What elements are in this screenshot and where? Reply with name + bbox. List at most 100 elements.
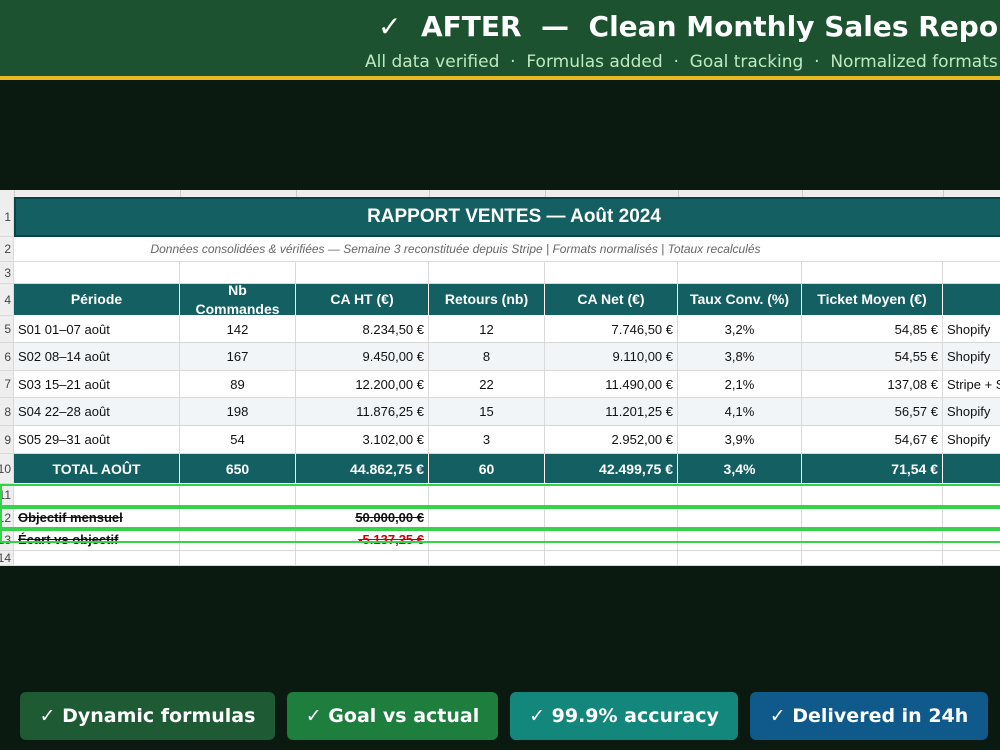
data-cell: S05 29–31 août	[14, 426, 180, 454]
value-cell: -5.137,25 €	[296, 529, 429, 551]
column-divider	[296, 190, 297, 197]
data-cell: 54,85 €	[802, 316, 943, 343]
data-cell: 2,1%	[678, 371, 802, 398]
row-number: 14	[0, 551, 14, 566]
data-cell: 7.746,50 €	[545, 316, 678, 343]
spreadsheet: 1234567891011121314RAPPORT VENTES — Août…	[0, 190, 1000, 566]
column-header: Retours (nb)	[429, 284, 545, 316]
cell	[296, 262, 429, 284]
header-title: ✓ AFTER — Clean Monthly Sales Report	[378, 10, 1000, 43]
badge: ✓ Goal vs actual	[287, 692, 498, 740]
data-cell: 3,2%	[678, 316, 802, 343]
data-cell: Shopify	[943, 398, 1000, 426]
data-cell: S04 22–28 août	[14, 398, 180, 426]
cell	[545, 529, 678, 551]
data-cell: 3,8%	[678, 343, 802, 371]
header: ✓ AFTER — Clean Monthly Sales Report All…	[0, 0, 1000, 80]
total-cell: 42.499,75 €	[545, 454, 678, 484]
data-cell: 3	[429, 426, 545, 454]
selection-outline	[0, 484, 1000, 507]
data-cell: 15	[429, 398, 545, 426]
column-divider	[678, 190, 679, 197]
column-header: Taux Conv. (%)	[678, 284, 802, 316]
selection-outline	[0, 529, 1000, 543]
cell	[545, 551, 678, 566]
badge: ✓ 99.9% accuracy	[510, 692, 738, 740]
data-cell: 3.102,00 €	[296, 426, 429, 454]
cell	[429, 529, 545, 551]
column-divider	[429, 190, 430, 197]
row-number: 8	[0, 398, 14, 426]
data-cell: 12	[429, 316, 545, 343]
header-subtitle: All data verified · Formulas added · Goa…	[365, 52, 998, 72]
total-cell: 650	[180, 454, 296, 484]
data-cell: 137,08 €	[802, 371, 943, 398]
column-divider	[802, 190, 803, 197]
data-cell: 4,1%	[678, 398, 802, 426]
cell	[429, 551, 545, 566]
cell	[296, 551, 429, 566]
sheet-title: RAPPORT VENTES — Août 2024	[14, 197, 1000, 237]
label-cell: Écart vs objectif	[14, 529, 180, 551]
column-header: Nb Commandes	[180, 284, 296, 316]
data-cell: 11.876,25 €	[296, 398, 429, 426]
data-cell: 56,57 €	[802, 398, 943, 426]
data-cell: 142	[180, 316, 296, 343]
cell	[180, 551, 296, 566]
data-cell: 54,55 €	[802, 343, 943, 371]
column-divider	[180, 190, 181, 197]
row-number: 1	[0, 197, 14, 237]
row-number: 5	[0, 316, 14, 343]
row-number: 13	[0, 529, 14, 551]
cell	[678, 529, 802, 551]
cell	[678, 262, 802, 284]
selection-outline	[0, 507, 1000, 529]
row-number: 10	[0, 454, 14, 484]
data-cell: 11.490,00 €	[545, 371, 678, 398]
cell	[429, 262, 545, 284]
column-divider	[545, 190, 546, 197]
cell	[14, 551, 180, 566]
column-header: CA Net (€)	[545, 284, 678, 316]
column-header: Période	[14, 284, 180, 316]
row-number: 7	[0, 371, 14, 398]
cell	[180, 529, 296, 551]
cell	[14, 262, 180, 284]
cell	[943, 262, 1000, 284]
data-cell: 198	[180, 398, 296, 426]
data-cell: 89	[180, 371, 296, 398]
cell	[678, 551, 802, 566]
cell	[943, 529, 1000, 551]
badge: ✓ Dynamic formulas	[20, 692, 275, 740]
column-header-strip	[0, 190, 1000, 197]
total-cell: 60	[429, 454, 545, 484]
data-cell: 54,67 €	[802, 426, 943, 454]
data-cell: 11.201,25 €	[545, 398, 678, 426]
data-cell: Shopify	[943, 343, 1000, 371]
data-cell: 167	[180, 343, 296, 371]
column-divider	[943, 190, 944, 197]
total-cell: TOTAL AOÛT	[14, 454, 180, 484]
cell	[180, 262, 296, 284]
column-header: Ticket Moyen (€)	[802, 284, 943, 316]
data-cell: Shopify	[943, 426, 1000, 454]
total-cell: 71,54 €	[802, 454, 943, 484]
data-cell: S03 15–21 août	[14, 371, 180, 398]
sheet-subtitle: Données consolidées & vérifiées — Semain…	[14, 237, 1000, 262]
cell	[802, 551, 943, 566]
cell	[802, 262, 943, 284]
data-cell: S02 08–14 août	[14, 343, 180, 371]
row-number: 6	[0, 343, 14, 371]
cell	[943, 551, 1000, 566]
cell	[545, 262, 678, 284]
data-cell: 9.450,00 €	[296, 343, 429, 371]
column-header	[943, 284, 1000, 316]
total-cell: 3,4%	[678, 454, 802, 484]
row-number: 9	[0, 426, 14, 454]
column-divider	[14, 190, 15, 197]
data-cell: 54	[180, 426, 296, 454]
data-cell: S01 01–07 août	[14, 316, 180, 343]
total-cell	[943, 454, 1000, 484]
row-number: 3	[0, 262, 14, 284]
